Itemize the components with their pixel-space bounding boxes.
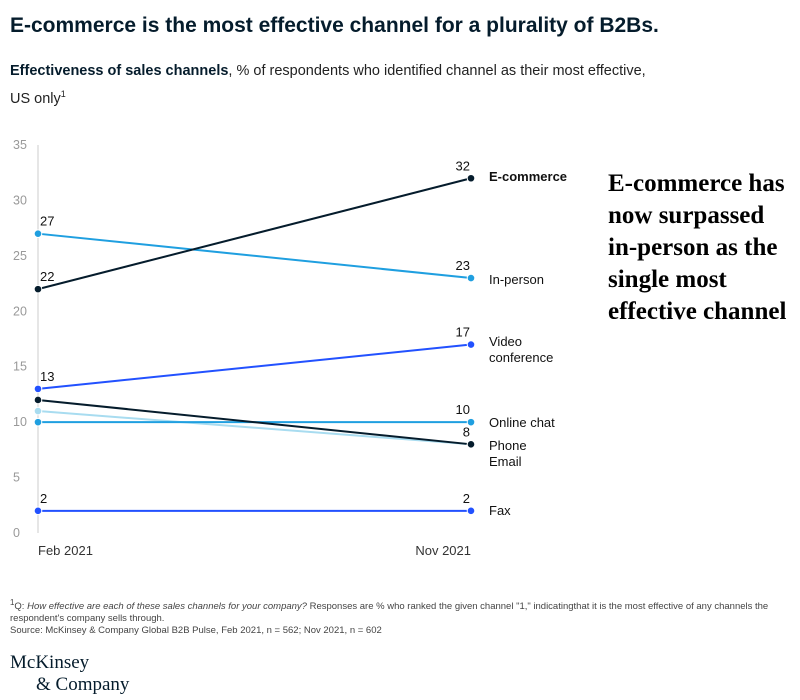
footnote: 1Q: How effective are each of these sale… xyxy=(10,597,770,637)
logo-line-2: & Company xyxy=(36,674,130,695)
footnote-mark: 1 xyxy=(10,598,15,607)
mckinsey-logo: McKinsey & Company xyxy=(10,652,129,696)
x-tick-label: Nov 2021 xyxy=(415,543,471,558)
data-label: 13 xyxy=(40,369,54,384)
x-tick-label: Feb 2021 xyxy=(38,543,93,558)
chart-subtitle: Effectiveness of sales channels, % of re… xyxy=(10,60,650,111)
data-label: 22 xyxy=(40,269,54,284)
data-label: 17 xyxy=(456,325,470,340)
series-label: In-person xyxy=(489,272,544,287)
data-label: 2 xyxy=(463,491,470,506)
series-line-video-conference xyxy=(37,343,472,390)
data-point-e-commerce xyxy=(466,173,476,183)
series-line-e-commerce xyxy=(37,177,472,291)
footnote-question: How effective are each of these sales ch… xyxy=(27,601,307,613)
data-point-phone xyxy=(466,440,476,449)
y-tick-label: 25 xyxy=(13,249,27,263)
data-label: 2 xyxy=(40,491,47,506)
data-point-fax xyxy=(33,506,43,516)
y-tick-label: 30 xyxy=(13,193,27,207)
data-point-video-conference xyxy=(466,340,476,349)
series-line-in-person xyxy=(37,232,472,280)
series-line-phone xyxy=(37,398,472,446)
data-point-email xyxy=(33,406,43,416)
data-point-in-person xyxy=(466,273,476,283)
data-label: 8 xyxy=(463,424,470,439)
data-point-online-chat xyxy=(466,417,476,427)
footnote-rest: Responses are % who ranked the given cha… xyxy=(10,601,769,625)
data-label: 32 xyxy=(456,158,470,173)
series-label: Video xyxy=(489,334,522,349)
subtitle-bold: Effectiveness of sales channels xyxy=(10,63,229,79)
data-point-video-conference xyxy=(33,384,43,394)
series-label: Fax xyxy=(489,503,511,518)
y-tick-label: 15 xyxy=(13,360,27,374)
series-label: E-commerce xyxy=(489,169,567,184)
subtitle-footnote-mark: 1 xyxy=(60,89,66,99)
data-point-in-person xyxy=(33,229,43,238)
y-tick-label: 0 xyxy=(13,526,20,540)
chart-title: E-commerce is the most effective channel… xyxy=(10,14,659,37)
data-point-online-chat xyxy=(33,417,43,427)
callout-text: E-commerce has now surpassed in-person a… xyxy=(608,170,787,325)
series-label: Phone xyxy=(489,438,527,453)
y-tick-label: 5 xyxy=(13,471,20,485)
data-label: 10 xyxy=(456,402,470,417)
logo-line-1: McKinsey xyxy=(10,652,90,673)
series-line-email xyxy=(37,410,472,446)
footnote-source: Source: McKinsey & Company Global B2B Pu… xyxy=(10,625,382,637)
y-tick-label: 20 xyxy=(13,304,27,318)
y-tick-label: 10 xyxy=(13,415,27,429)
series-label: conference xyxy=(489,350,553,365)
data-point-phone xyxy=(33,395,43,405)
y-tick-label: 35 xyxy=(13,138,27,152)
series-label: Online chat xyxy=(489,415,555,430)
data-label: 23 xyxy=(456,258,470,273)
data-point-e-commerce xyxy=(33,284,43,294)
footnote-prefix: Q: xyxy=(14,601,28,613)
subtitle-rest: , % of respondents who identified channe… xyxy=(10,63,646,107)
series-label: Email xyxy=(489,454,522,469)
data-point-fax xyxy=(466,506,476,516)
data-label: 27 xyxy=(40,214,54,229)
